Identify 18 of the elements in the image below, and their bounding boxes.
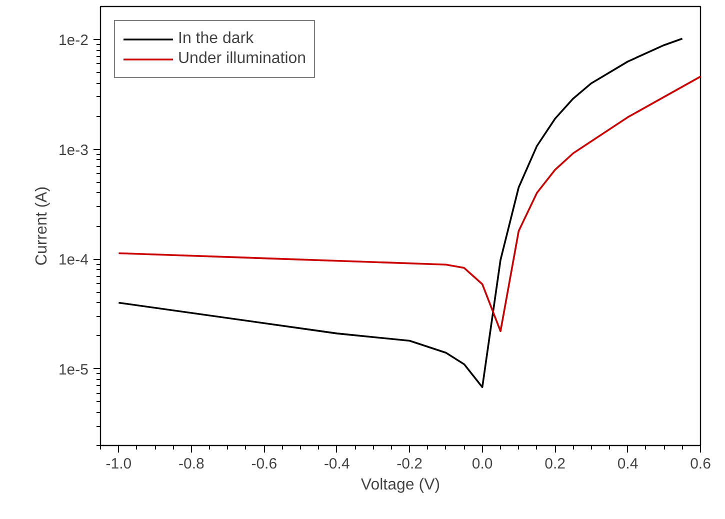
y-tick-label: 1e-2 [58,32,89,50]
y-tick-label: 1e-5 [58,361,89,378]
x-tick-label: -1.0 [106,456,132,472]
x-tick-label: -0.8 [178,456,204,472]
legend-label: In the dark [178,30,254,48]
y-tick-label: 1e-3 [58,142,89,159]
x-tick-label: -0.2 [396,456,423,472]
x-axis-title: Voltage (V) [360,476,440,494]
x-tick-label: 0.0 [472,456,493,472]
y-axis-title: Current (A) [33,186,50,266]
legend-label: Under illumination [178,50,306,68]
x-tick-label: 0.2 [544,456,566,472]
x-tick-label: 0.4 [617,456,638,472]
y-tick-label: 1e-4 [58,252,89,269]
line-series [118,76,700,332]
x-tick-label: -0.4 [324,456,350,472]
x-tick-label: -0.6 [251,456,278,472]
x-tick-label: 0.6 [690,456,711,472]
